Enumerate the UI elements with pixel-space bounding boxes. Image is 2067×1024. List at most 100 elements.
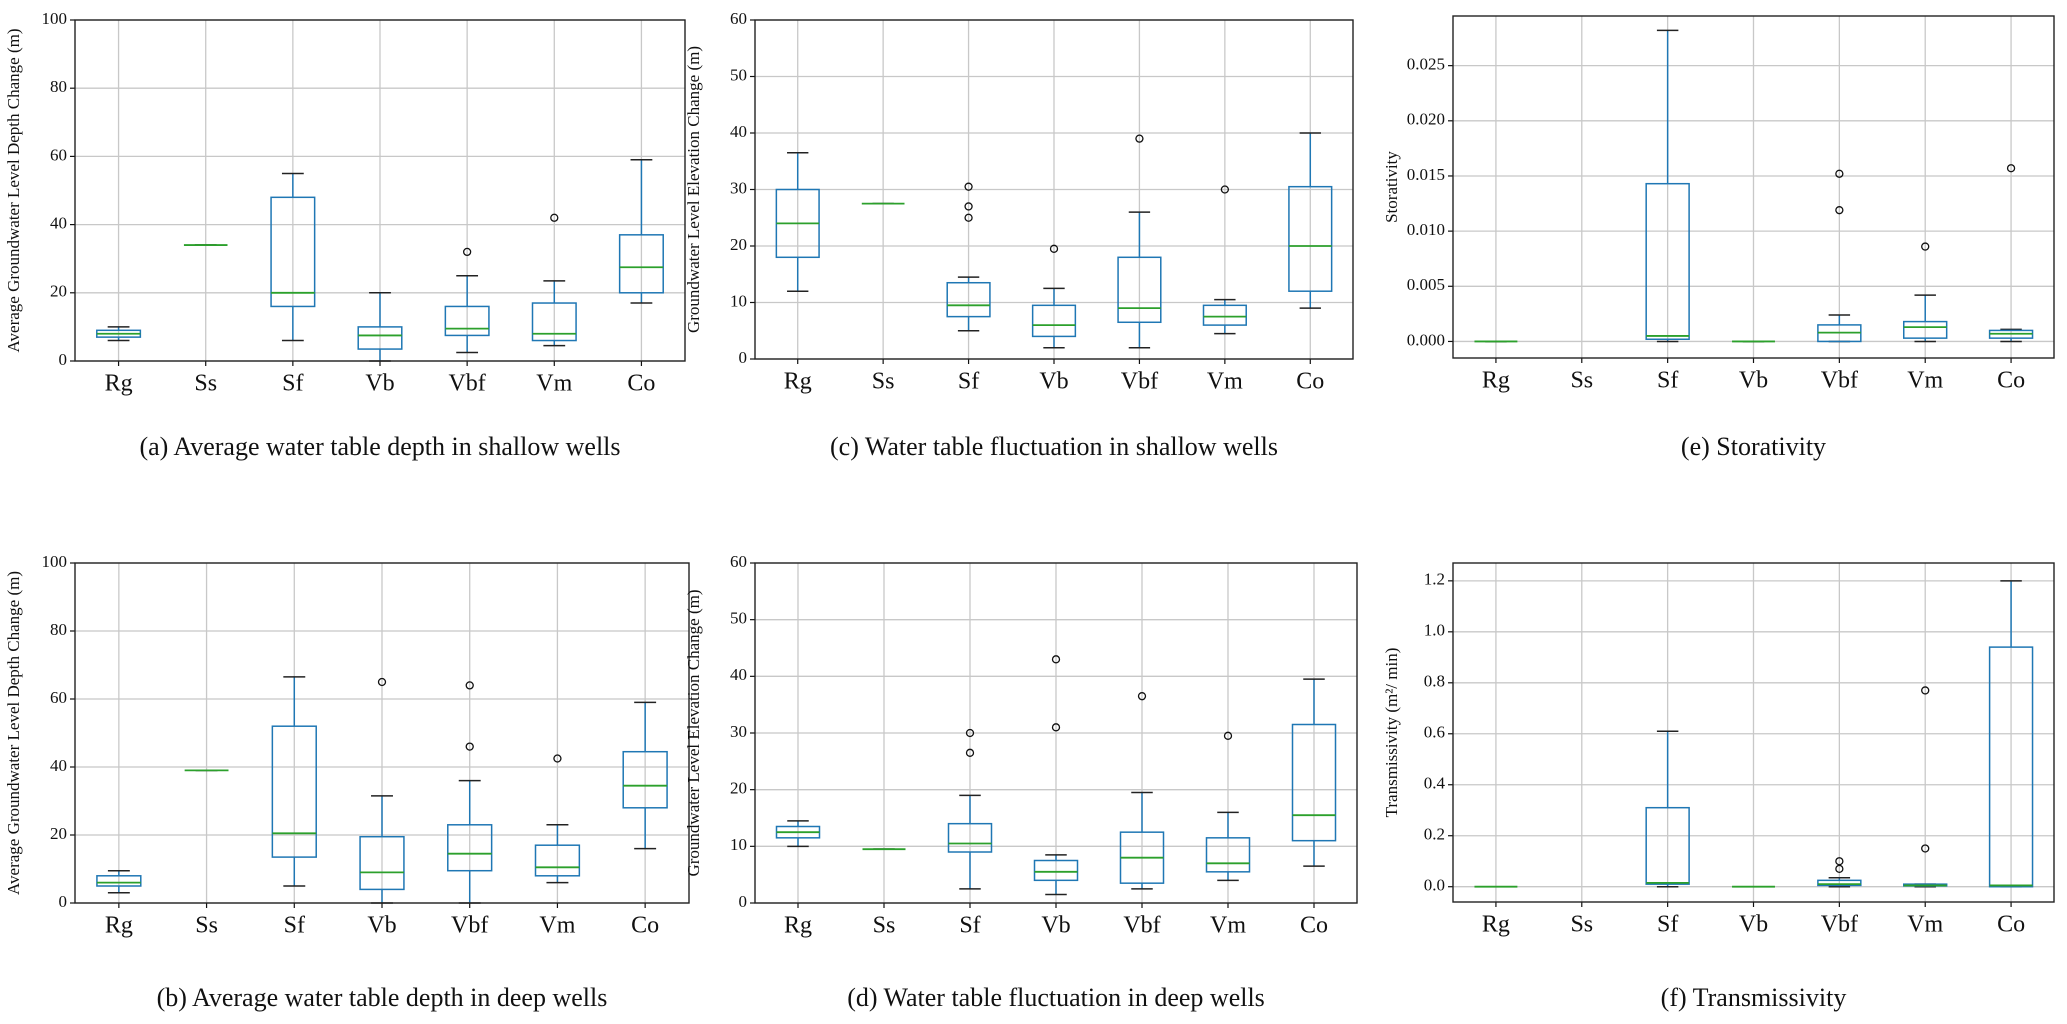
outlier xyxy=(1051,723,1061,732)
box xyxy=(357,326,403,350)
x-tick-label: Rg xyxy=(1482,912,1510,938)
box xyxy=(622,750,668,809)
plot-frame xyxy=(754,19,1354,360)
x-tick-label: Sf xyxy=(1657,912,1678,938)
box xyxy=(271,725,317,858)
x-tick-label: Sf xyxy=(958,369,979,395)
box xyxy=(96,875,142,887)
plot-frame xyxy=(1452,562,2055,903)
plot-frame xyxy=(74,562,690,904)
y-tick-label: 0.000 xyxy=(1407,330,1445,349)
x-tick-label: Vbf xyxy=(448,371,485,397)
y-tick-label: 0 xyxy=(739,892,748,911)
outlier xyxy=(1051,655,1061,664)
box xyxy=(947,822,993,853)
x-tick-label: Vb xyxy=(1039,369,1068,395)
y-tick-label: 80 xyxy=(50,620,67,639)
y-tick-label: 0 xyxy=(59,892,68,911)
box xyxy=(618,234,664,294)
plot-frame xyxy=(1452,15,2055,359)
y-tick-label: 100 xyxy=(42,552,68,571)
box xyxy=(1645,806,1690,885)
x-tick-label: Ss xyxy=(873,913,896,939)
y-tick-label: 100 xyxy=(42,9,68,28)
x-tick-label: Ss xyxy=(194,371,217,397)
x-tick-label: Sf xyxy=(1657,368,1678,394)
x-tick-label: Sf xyxy=(959,913,980,939)
outlier xyxy=(964,202,973,211)
x-tick-label: Vm xyxy=(539,913,575,939)
outlier xyxy=(965,728,975,738)
y-tick-label: 20 xyxy=(730,779,747,798)
outlier xyxy=(1921,844,1930,853)
y-tick-label: 0.010 xyxy=(1407,220,1445,239)
box xyxy=(1291,723,1337,842)
outlier xyxy=(1835,206,1844,215)
y-tick-label: 40 xyxy=(50,756,67,775)
outlier xyxy=(462,247,472,257)
y-axis-label: Average Groundwater Level Depth Change (… xyxy=(4,571,23,895)
x-tick-label: Co xyxy=(1300,913,1328,939)
outlier xyxy=(1835,857,1844,866)
y-axis-label: Storativity xyxy=(1382,151,1401,223)
box xyxy=(1903,320,1948,339)
caption: (f) Transmissivity xyxy=(1661,983,1847,1012)
y-tick-label: 40 xyxy=(730,122,747,141)
x-tick-label: Rg xyxy=(784,913,812,939)
x-tick-label: Vbf xyxy=(451,913,488,939)
outlier xyxy=(1049,244,1059,253)
x-tick-label: Co xyxy=(1997,912,2025,938)
outlier xyxy=(550,213,559,222)
x-tick-label: Ss xyxy=(872,369,895,395)
y-tick-label: 50 xyxy=(730,65,747,84)
panel: 0 10 20 30 40 50 60 Rg Ss Sf Vb Vbf Vm Co Groundwater … xyxy=(684,552,1358,1012)
x-tick-label: Vbf xyxy=(1821,912,1858,938)
outlier xyxy=(465,742,474,751)
box xyxy=(1988,646,2034,888)
y-tick-label: 0.025 xyxy=(1407,55,1445,74)
caption: (d) Water table fluctuation in deep well… xyxy=(847,983,1265,1012)
y-tick-label: 1.2 xyxy=(1424,570,1445,589)
y-tick-label: 0.6 xyxy=(1424,723,1445,742)
box xyxy=(1031,304,1077,338)
y-tick-label: 40 xyxy=(50,214,67,233)
outlier xyxy=(965,748,975,757)
x-tick-label: Rg xyxy=(105,913,133,939)
outlier xyxy=(465,681,474,690)
x-tick-label: Vbf xyxy=(1821,368,1858,394)
y-axis-label: Groundwater Level Elevation Change (m) xyxy=(684,46,703,333)
y-tick-label: 60 xyxy=(730,552,747,571)
y-tick-label: 0.020 xyxy=(1407,110,1445,129)
x-tick-label: Vb xyxy=(1739,368,1768,394)
outlier xyxy=(1921,686,1930,695)
x-tick-label: Rg xyxy=(1482,368,1510,394)
y-tick-label: 30 xyxy=(730,178,747,197)
box xyxy=(531,302,577,342)
x-tick-label: Vb xyxy=(365,371,394,397)
x-tick-label: Sf xyxy=(284,913,305,939)
y-tick-label: 0.0 xyxy=(1424,876,1445,895)
x-tick-label: Sf xyxy=(282,371,303,397)
outlier xyxy=(377,677,387,687)
y-tick-label: 0.4 xyxy=(1424,774,1446,793)
y-axis-label: Average Groundwater Level Depth Change (… xyxy=(4,29,23,353)
y-tick-label: 60 xyxy=(730,9,747,28)
outlier xyxy=(553,754,562,763)
y-tick-label: 0.2 xyxy=(1424,825,1445,844)
box xyxy=(1033,859,1079,882)
box xyxy=(1117,256,1162,324)
y-axis-label: Groundwater Level Elevation Change (m) xyxy=(684,589,703,876)
x-tick-label: Co xyxy=(1296,369,1324,395)
y-tick-label: 0 xyxy=(59,350,68,369)
x-tick-label: Co xyxy=(1997,368,2025,394)
x-tick-label: Vbf xyxy=(1123,913,1160,939)
y-tick-label: 0.015 xyxy=(1407,165,1445,184)
box xyxy=(447,824,493,872)
panel: 0.000 0.005 0.010 0.015 0.020 0.025 Rg Ss Sf Vb Vb… xyxy=(1382,15,2055,461)
panel: 0 20 40 60 80 100 Rg Ss Sf Vb Vbf Vm Co Average Groun… xyxy=(4,552,690,1012)
y-tick-label: 1.0 xyxy=(1424,621,1445,640)
x-tick-label: Vb xyxy=(367,913,396,939)
outlier xyxy=(1137,692,1147,701)
x-tick-label: Vb xyxy=(1041,913,1070,939)
